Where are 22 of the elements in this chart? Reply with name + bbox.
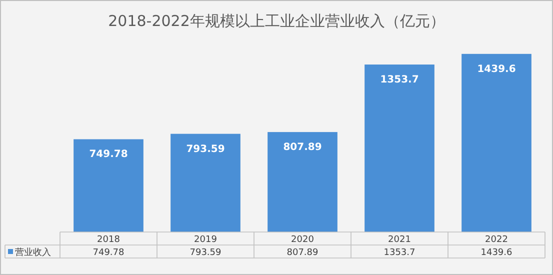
- text: 749.78: [92, 248, 125, 258]
- bar: [170, 134, 240, 232]
- x-tick-label: 2020: [291, 235, 314, 245]
- bar: [268, 132, 338, 232]
- data-label: 1439.6: [477, 64, 516, 75]
- legend-label: 营业收入: [15, 247, 51, 258]
- x-tick-label: 2018: [97, 235, 120, 245]
- data-label: 749.78: [89, 149, 128, 160]
- x-tick-label: 2022: [485, 235, 508, 245]
- bar: [462, 54, 532, 232]
- chart-title: 2018-2022年规模以上工业企业营业收入（亿元）: [108, 12, 445, 30]
- text: 1353.7: [384, 248, 416, 258]
- bar: [364, 64, 434, 232]
- data-label: 793.59: [186, 144, 225, 155]
- data-label: 807.89: [283, 142, 322, 154]
- x-tick-label: 2021: [388, 235, 411, 245]
- text: 1439.6: [480, 248, 513, 258]
- text: 793.59: [190, 248, 222, 258]
- x-tick-label: 2019: [194, 235, 218, 245]
- text: 807.89: [286, 248, 319, 258]
- bar: [74, 139, 144, 232]
- data-label: 1353.7: [380, 74, 419, 86]
